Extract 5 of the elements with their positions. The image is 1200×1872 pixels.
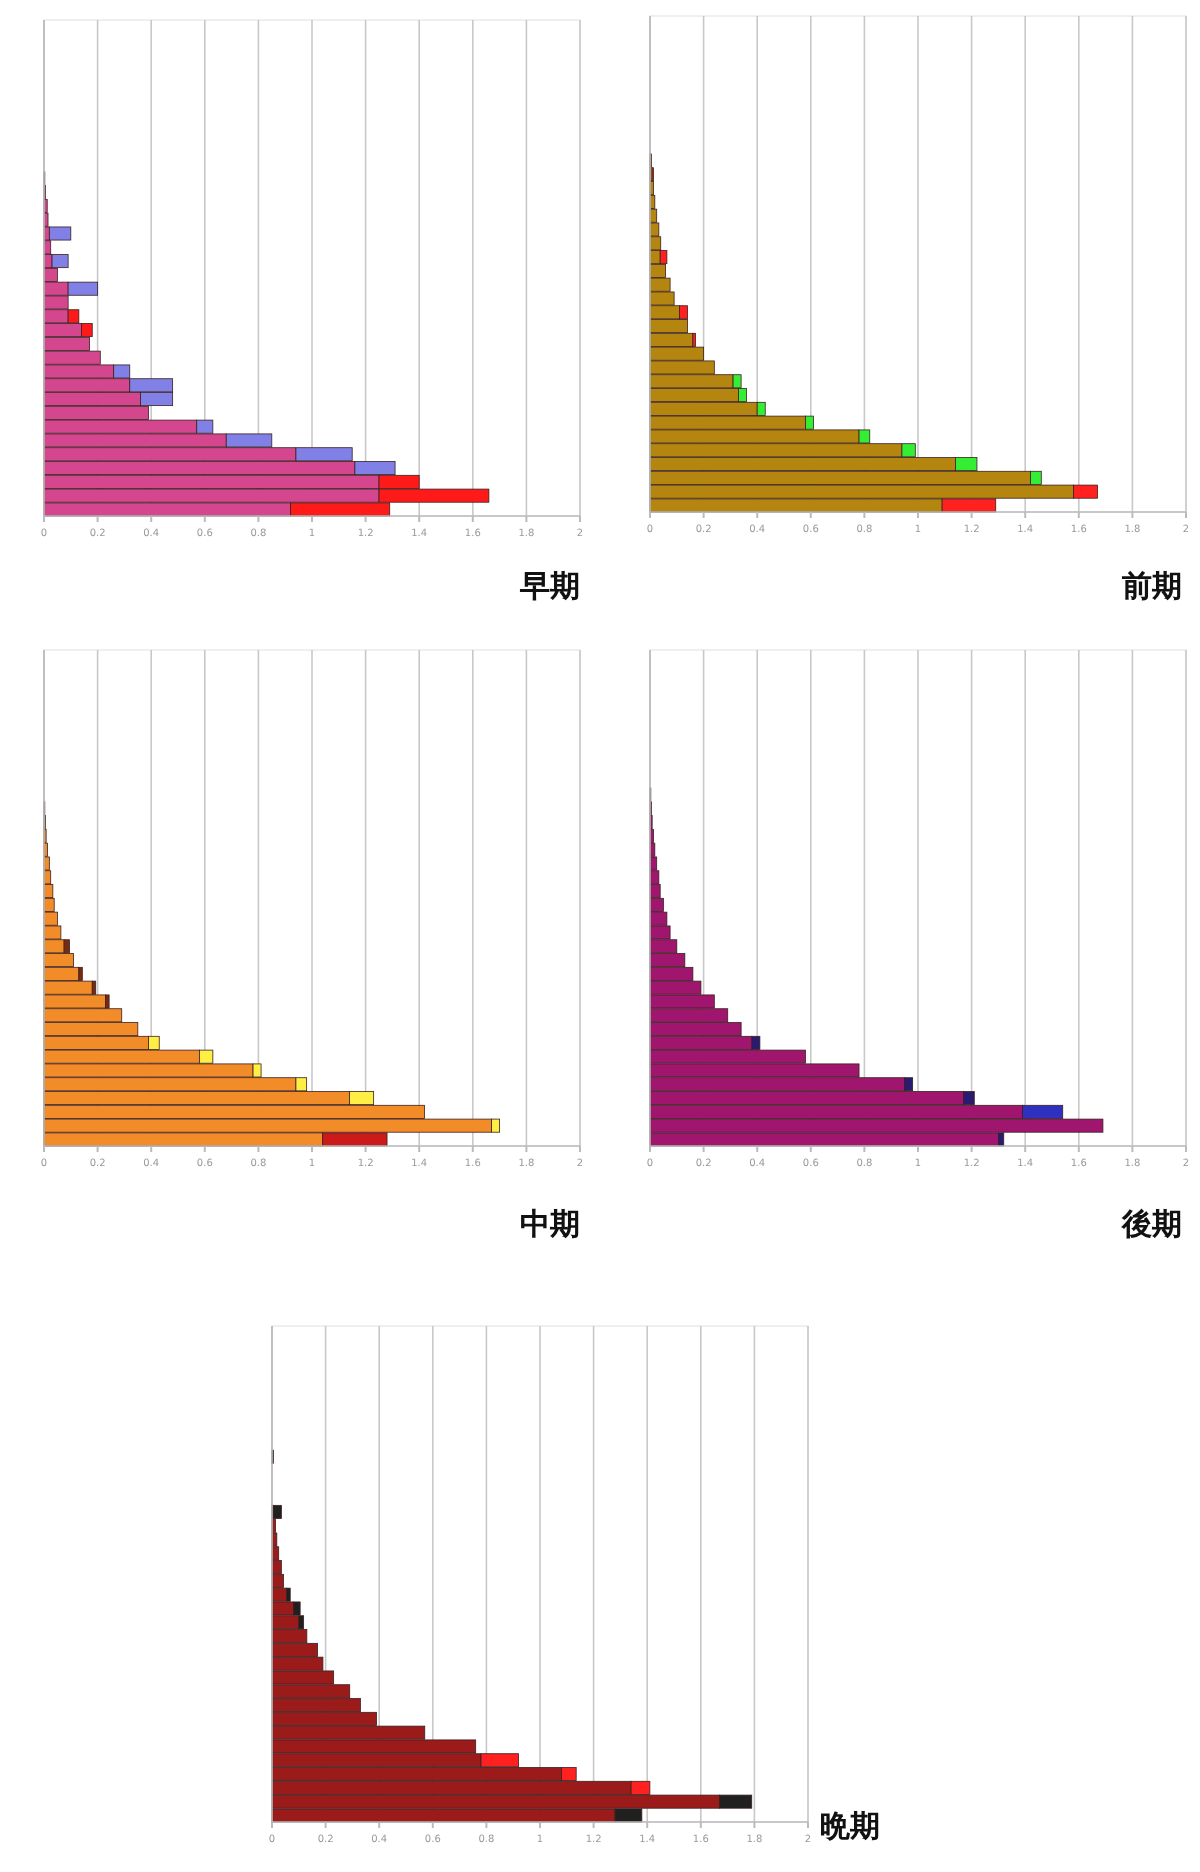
text: 早期 <box>518 568 580 604</box>
text: 前期 <box>1120 568 1182 604</box>
text: 後期 <box>1120 1206 1182 1242</box>
text: 中期 <box>520 1206 580 1242</box>
text: 晩期 <box>820 1808 880 1844</box>
